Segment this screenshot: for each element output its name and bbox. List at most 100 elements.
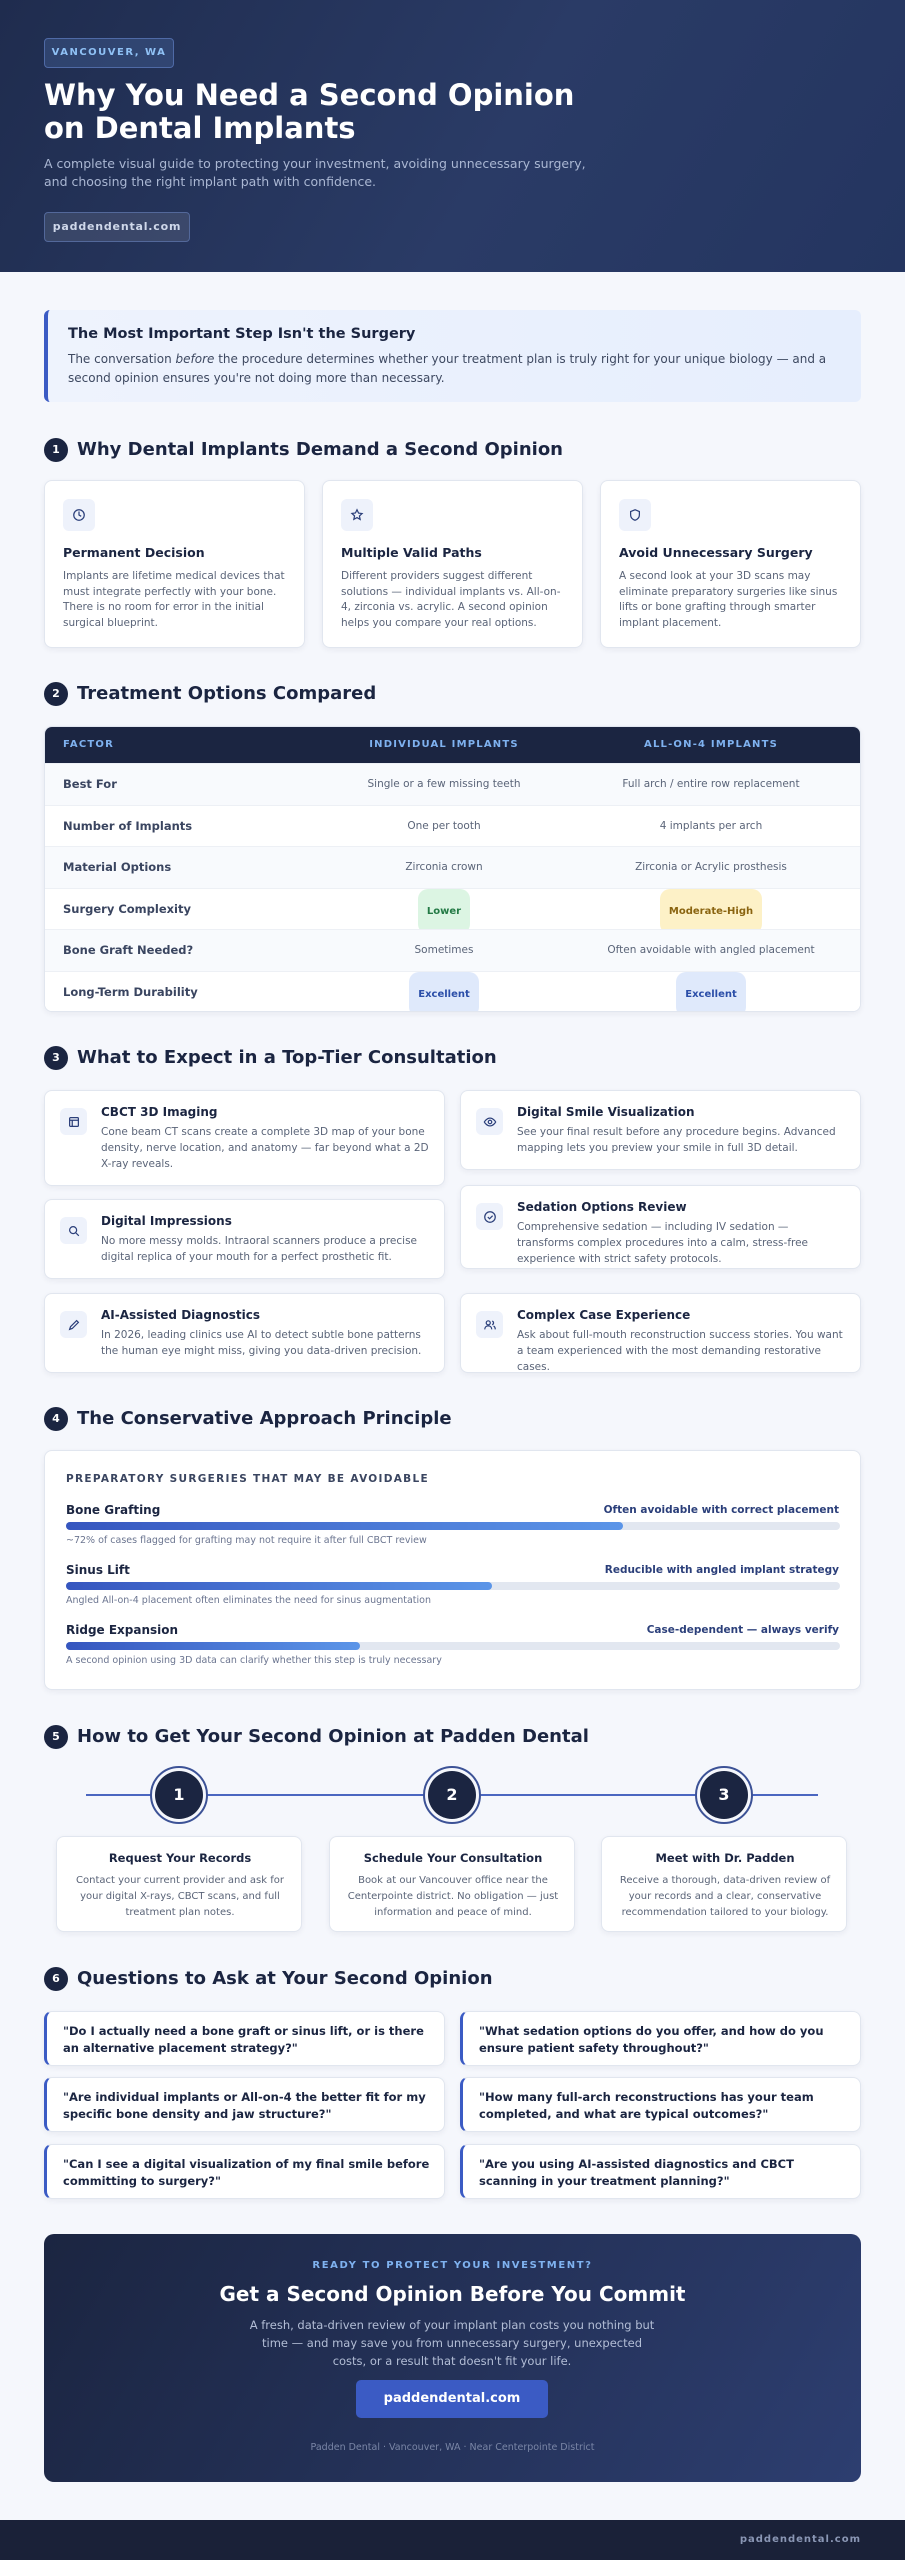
section-title: Why Dental Implants Demand a Second Opin… [77,439,563,460]
procedure-note: Angled All-on-4 placement often eliminat… [66,1595,432,1606]
table-row: Long-Term Durability Excellent Excellent [45,971,860,1011]
section-title: What to Expect in a Top-Tier Consultatio… [77,1047,497,1068]
icon [619,499,651,531]
question-card: "Are individual implants or All-on-4 the… [44,2077,445,2132]
step-ring: 3 [695,1766,753,1824]
table-cell: Moderate-High [561,888,860,934]
procedure-name: Bone Grafting [66,1503,161,1517]
progress-track [66,1642,840,1650]
section-title: The Conservative Approach Principle [77,1408,452,1429]
icon-glyph [630,509,640,521]
card-title: Complex Case Experience [517,1308,691,1322]
card-title: Digital Smile Visualization [517,1105,695,1119]
card-text: See your final result before any procedu… [517,1126,836,1154]
progress-fill [66,1582,492,1590]
consultation-card: CBCT 3D Imaging Cone beam CT scans create… [44,1090,445,1186]
progress-track [66,1582,840,1590]
procedure-note: ~72% of cases flagged for grafting may n… [66,1535,427,1546]
step-title: Meet with Dr. Padden [655,1851,795,1865]
callout-text-part: The conversation [68,352,176,366]
table-cell: Excellent [294,972,594,1011]
consultation-card: AI-Assisted Diagnostics In 2026, leading … [44,1293,445,1373]
procedure-status: Reducible with angled implant strategy [604,1564,839,1576]
step-number: 1 [155,1771,203,1819]
card-text: Comprehensive sedation — including IV se… [517,1221,809,1265]
icon [63,499,95,531]
footer-bar: paddendental.com [0,2520,905,2560]
section-number: 6 [44,1967,68,1991]
status-badge: Lower [417,888,471,934]
question-text: "Can I see a digital visualization of my… [63,2157,430,2188]
comparison-table: FACTOR INDIVIDUAL IMPLANTS ALL-ON-4 IMPLAN… [44,726,861,1012]
step-card: Schedule Your Consultation Book at our Va… [329,1836,575,1932]
section-title: Treatment Options Compared [77,683,377,704]
page-title: Why You Need a Second Opinion [44,78,575,112]
table-cell: Excellent [561,972,860,1011]
progress-fill [66,1522,624,1530]
consultation-card: Digital Impressions No more messy molds. … [44,1199,445,1279]
table-row: Bone Graft Needed? Sometimes Often avoidab… [45,929,860,971]
card-text: Ask about full-mouth reconstruction succ… [517,1329,843,1373]
table-cell: Single or a few missing teeth [367,778,521,790]
callout-text-part: the procedure determines whether your tr… [68,352,827,385]
card-text: No more messy molds. Intraoral scanners … [101,1235,418,1263]
table-cell: Zirconia or Acrylic prosthesis [635,861,787,874]
step-number: 3 [700,1771,748,1819]
step-title: Schedule Your Consultation [363,1851,543,1865]
subtitle: A complete visual guide to protecting yo… [44,156,586,171]
step-number: 2 [428,1771,476,1819]
step-text: Receive a thorough, data-driven review o… [619,1875,831,1918]
procedure-name: Sinus Lift [66,1563,130,1577]
section-number: 4 [44,1407,68,1431]
question-text: "What sedation options do you offer, and… [479,2024,824,2055]
step-text: Contact your current provider and ask fo… [76,1875,284,1918]
table-cell: Best For [63,777,117,791]
cta-text: A fresh, data-driven review of your impl… [249,2318,655,2368]
section-title: How to Get Your Second Opinion at Padden… [77,1726,589,1747]
table-cell: Number of Implants [63,818,193,833]
cta-title: Get a Second Opinion Before You Commit [219,2282,686,2306]
consultation-card: Digital Smile Visualization See your fina… [460,1090,861,1170]
table-cell: Material Options [63,860,172,875]
callout: The Most Important Step Isn't the Surger… [44,310,861,402]
table-row: Surgery Complexity Lower Moderate-High [45,887,860,934]
column-header: ALL-ON-4 IMPLANTS [644,739,778,750]
table-cell: Sometimes [414,944,474,957]
procedure-note: A second opinion using 3D data can clari… [66,1655,442,1666]
section-number: 1 [44,438,68,462]
question-card: "How many full-arch reconstructions has … [460,2077,861,2132]
question-card: "What sedation options do you offer, and… [460,2011,861,2066]
cta-button[interactable]: paddendental.com [356,2380,548,2418]
progress-track [66,1522,840,1530]
location-badge: VANCOUVER, WA [44,38,174,68]
card-title: Digital Impressions [101,1214,232,1228]
column-header: INDIVIDUAL IMPLANTS [369,739,519,750]
icon [60,1108,87,1135]
reason-card: Avoid Unnecessary Surgery A second look a… [600,480,861,648]
section-number: 3 [44,1046,68,1070]
question-text: "Do I actually need a bone graft or sinu… [63,2024,424,2055]
card-title: CBCT 3D Imaging [101,1105,218,1119]
header-link: paddendental.com [44,212,190,242]
step-text: Book at our Vancouver office near the Ce… [347,1875,559,1918]
status-badge: Excellent [676,972,746,1011]
card-title: Permanent Decision [63,545,205,560]
section-number: 2 [44,682,68,706]
icon [341,499,373,531]
step-ring: 2 [423,1766,481,1824]
section-title: Questions to Ask at Your Second Opinion [77,1968,493,1989]
table-header: FACTOR INDIVIDUAL IMPLANTS ALL-ON-4 IMPLAN… [45,727,860,763]
callout-text: The conversation before the procedure de… [68,350,848,388]
panel-label: PREPARATORY SURGERIES THAT MAY BE AVOIDA… [66,1473,429,1485]
card-title: Avoid Unnecessary Surgery [619,545,813,560]
icon-glyph [483,1116,496,1127]
icon-glyph [68,1225,79,1236]
conservative-panel: PREPARATORY SURGERIES THAT MAY BE AVOIDA… [44,1450,861,1690]
icon-glyph [483,1319,496,1329]
cta-footnote: Padden Dental · Vancouver, WA · Near Cen… [310,2442,595,2453]
table-cell: Lower [294,888,594,934]
card-text: A second look at your 3D scans may elimi… [619,570,838,629]
question-card: "Are you using AI-assisted diagnostics a… [460,2144,861,2199]
consultation-card: Sedation Options Review Comprehensive sed… [460,1185,861,1269]
